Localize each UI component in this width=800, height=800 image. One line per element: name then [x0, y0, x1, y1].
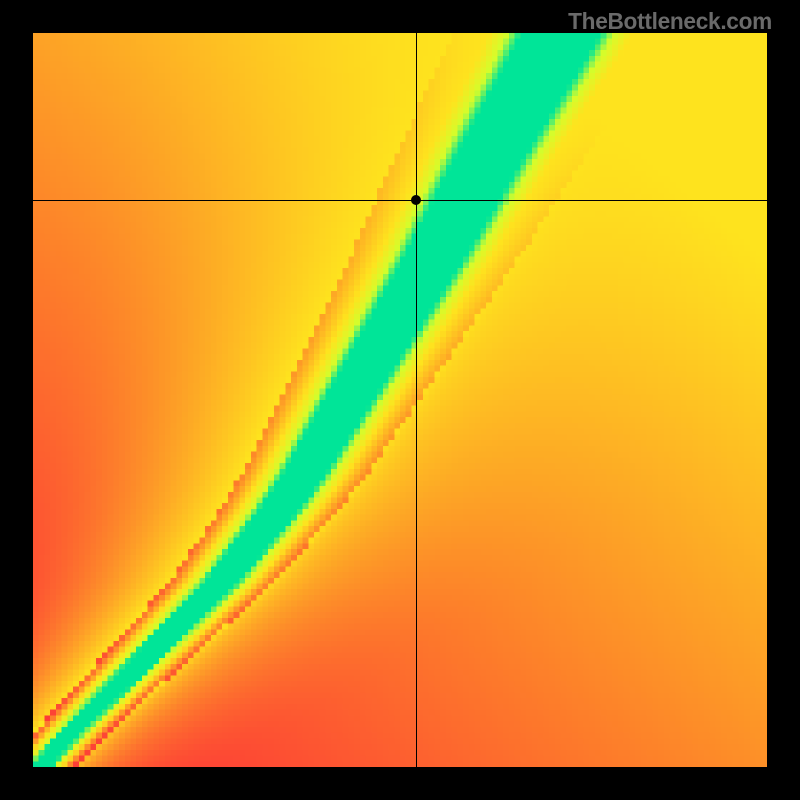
crosshair-vertical [416, 33, 417, 767]
bottleneck-heatmap [33, 33, 767, 767]
crosshair-horizontal [33, 200, 767, 201]
watermark-text: TheBottleneck.com [568, 8, 772, 35]
